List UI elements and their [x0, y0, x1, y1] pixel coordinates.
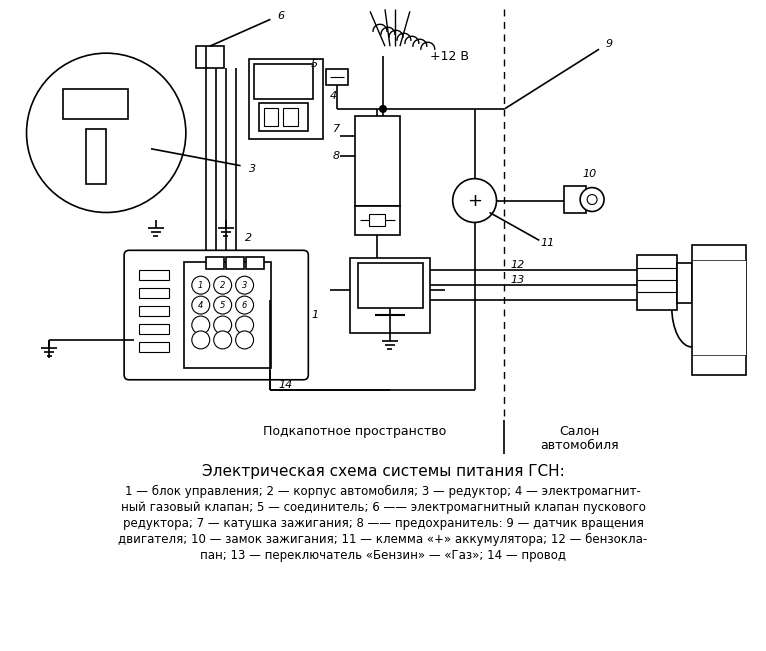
- Bar: [87, 129, 106, 184]
- Circle shape: [192, 276, 210, 294]
- Text: 2: 2: [220, 281, 225, 290]
- Text: 13: 13: [510, 275, 525, 285]
- Circle shape: [580, 187, 604, 212]
- Bar: [369, 214, 385, 227]
- Text: пан; 13 — переключатель «Бензин» — «Газ»; 14 — провод: пан; 13 — переключатель «Бензин» — «Газ»…: [200, 549, 566, 562]
- Circle shape: [379, 105, 387, 113]
- Bar: [637, 255, 676, 310]
- Circle shape: [236, 316, 254, 334]
- Text: 6: 6: [277, 11, 284, 21]
- Bar: [184, 262, 271, 368]
- Text: 14: 14: [279, 380, 293, 390]
- Text: 3: 3: [249, 163, 256, 174]
- Bar: [64, 89, 128, 119]
- Circle shape: [453, 178, 496, 223]
- Bar: [355, 206, 400, 236]
- Circle shape: [27, 53, 186, 212]
- Text: 5: 5: [220, 301, 225, 310]
- Bar: [139, 324, 169, 334]
- Text: редуктора; 7 — катушка зажигания; 8 —— предохранитель: 9 — датчик вращения: редуктора; 7 — катушка зажигания; 8 —— п…: [123, 517, 643, 530]
- Text: 1: 1: [198, 281, 204, 290]
- Text: Электрическая схема системы питания ГСН:: Электрическая схема системы питания ГСН:: [201, 464, 565, 479]
- Bar: [565, 186, 586, 214]
- Text: 3: 3: [242, 281, 247, 290]
- Text: Подкапотное пространство: Подкапотное пространство: [264, 425, 447, 438]
- Circle shape: [214, 331, 231, 349]
- Bar: [283, 108, 299, 126]
- Bar: [350, 258, 430, 333]
- Bar: [355, 116, 400, 206]
- Text: 11: 11: [540, 238, 555, 248]
- Text: 1: 1: [312, 310, 319, 320]
- Bar: [139, 288, 169, 298]
- Circle shape: [192, 296, 210, 314]
- Bar: [254, 64, 313, 99]
- Circle shape: [192, 331, 210, 349]
- Bar: [139, 270, 169, 280]
- Text: 7: 7: [333, 124, 340, 134]
- Text: 4: 4: [329, 91, 337, 101]
- Text: автомобиля: автомобиля: [540, 439, 618, 452]
- Text: 1 — блок управления; 2 — корпус автомобиля; 3 — редуктор; 4 — электромагнит-: 1 — блок управления; 2 — корпус автомоби…: [125, 485, 641, 498]
- Text: 10: 10: [582, 169, 596, 178]
- Circle shape: [236, 276, 254, 294]
- Text: 6: 6: [242, 301, 247, 310]
- Bar: [326, 69, 349, 85]
- Bar: [259, 103, 309, 131]
- Circle shape: [214, 276, 231, 294]
- Text: ный газовый клапан; 5 — соединитель; 6 —— электромагнитный клапан пускового: ный газовый клапан; 5 — соединитель; 6 —…: [120, 501, 646, 514]
- Bar: [249, 59, 323, 139]
- Text: 4: 4: [198, 301, 204, 310]
- Bar: [226, 257, 244, 270]
- Text: 12: 12: [510, 260, 525, 270]
- Bar: [692, 260, 746, 355]
- Bar: [692, 245, 746, 375]
- Text: 5: 5: [311, 59, 319, 69]
- Circle shape: [214, 316, 231, 334]
- FancyBboxPatch shape: [124, 251, 309, 380]
- Text: Салон: Салон: [559, 425, 599, 438]
- Bar: [358, 263, 423, 308]
- Text: 2: 2: [245, 233, 252, 243]
- Text: +: +: [467, 191, 482, 210]
- Bar: [264, 108, 279, 126]
- Bar: [196, 46, 224, 68]
- Text: 8: 8: [333, 151, 340, 161]
- Text: +12 В: +12 В: [430, 49, 469, 62]
- Text: 9: 9: [605, 39, 613, 49]
- Bar: [139, 306, 169, 316]
- Circle shape: [236, 296, 254, 314]
- Circle shape: [214, 296, 231, 314]
- Circle shape: [236, 331, 254, 349]
- Bar: [139, 342, 169, 352]
- Circle shape: [192, 316, 210, 334]
- Text: двигателя; 10 — замок зажигания; 11 — клемма «+» аккумулятора; 12 — бензокла-: двигателя; 10 — замок зажигания; 11 — кл…: [119, 533, 647, 546]
- Bar: [246, 257, 264, 270]
- Circle shape: [587, 195, 597, 204]
- Bar: [676, 263, 692, 303]
- Bar: [206, 257, 224, 270]
